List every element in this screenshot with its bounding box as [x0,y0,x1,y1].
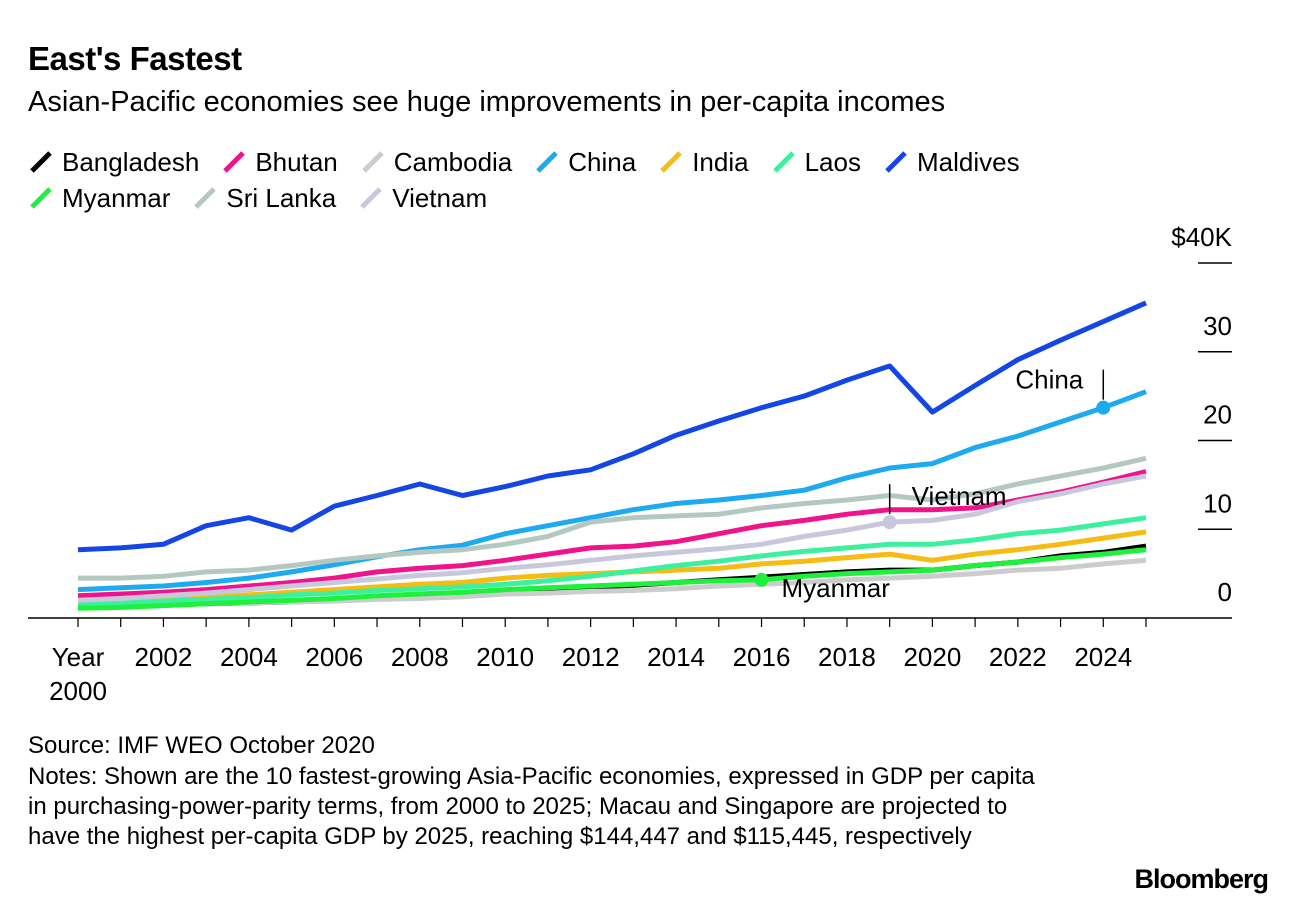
series-line [77,300,1148,553]
legend-marker [885,151,907,173]
legend-item: Bhutan [221,146,338,178]
chart-subtitle: Asian-Pacific economies see huge improve… [28,86,946,118]
legend-swatch [223,151,246,173]
y-tick-label: 30 [1203,311,1232,341]
series-line [77,473,1147,603]
legend-swatch [361,151,384,173]
annotation: China [1015,365,1083,395]
y-tick-label: $40K [1171,222,1232,252]
x-tick-label: 2016 [732,642,791,672]
legend-item: Laos [771,146,861,178]
legend-swatch [360,187,382,209]
legend-marker [360,187,382,209]
legend-swatch [194,187,217,209]
y-tick-label: 10 [1203,488,1232,518]
legend-item: Maldives [883,146,1020,178]
legend-item: Myanmar [28,182,170,214]
legend-item: Cambodia [360,146,513,178]
legend-label: Maldives [916,146,1020,177]
legend-item: Sri Lanka [192,182,336,214]
legend-label: Laos [804,146,861,177]
series-line [77,515,1147,607]
series-line [78,455,1147,581]
legend-label: Myanmar [62,182,171,213]
legend-item: Bangladesh [28,146,199,178]
legend-swatch [885,151,907,173]
legend-marker [660,151,682,173]
legend-item: Vietnam [358,182,487,214]
series-line [77,469,1147,599]
legend-swatch [772,151,795,173]
annotation-dot [1096,400,1111,415]
legend: Bangladesh Bhutan Cambodia China India Laos Ma… [28,146,1148,214]
x-tick-label: 2008 [390,642,449,672]
annotation-dot [754,572,769,587]
legend-marker [30,187,52,209]
legend-label: India [692,146,749,177]
x-tick-label: Year 2000 [49,642,107,706]
legend-marker [194,187,217,209]
chart-title: East's Fastest [28,40,242,77]
x-tick-label: 2004 [219,642,278,672]
x-tick-label: 2022 [988,642,1047,672]
x-tick-label: 2012 [561,642,620,672]
x-tick-label: 2020 [903,642,962,672]
legend-marker [772,151,795,173]
legend-swatch [660,151,682,173]
y-tick-label: 20 [1203,400,1232,430]
logo: Bloomberg [1134,864,1269,894]
x-tick-label: 2018 [818,642,876,672]
legend-label: China [568,146,637,177]
legend-marker [536,151,559,173]
annotation-dot [882,515,897,530]
series-line [77,547,1147,611]
notes: Notes: Shown are the 10 fastest-growing … [28,763,1035,850]
legend-label: Cambodia [393,146,513,177]
x-tick-label: 2024 [1074,642,1133,672]
legend-swatch [30,187,52,209]
legend-marker [361,151,384,173]
legend-swatch [30,151,52,173]
chart: $40K 30 20 10 0 China Vietnam Myanmar [28,222,1233,627]
legend-marker [223,151,246,173]
series-line [77,389,1147,593]
legend-marker [30,151,52,173]
annotation: Vietnam [912,481,1007,511]
legend-label: Vietnam [392,182,488,213]
legend-label: Bangladesh [62,146,200,177]
annotation: Myanmar [782,573,891,603]
legend-item: China [534,146,636,178]
x-tick-label: 2014 [647,642,705,672]
y-tick-label: 0 [1218,577,1232,607]
x-tick-label: 2002 [134,642,193,672]
legend-label: Bhutan [255,146,338,177]
legend-label: Sri Lanka [226,182,337,213]
legend-swatch [536,151,559,173]
legend-item: India [658,146,749,178]
x-tick-label: 2006 [305,642,364,672]
x-tick-label: 2010 [476,642,535,672]
source: Source: IMF WEO October 2020 [28,732,375,759]
